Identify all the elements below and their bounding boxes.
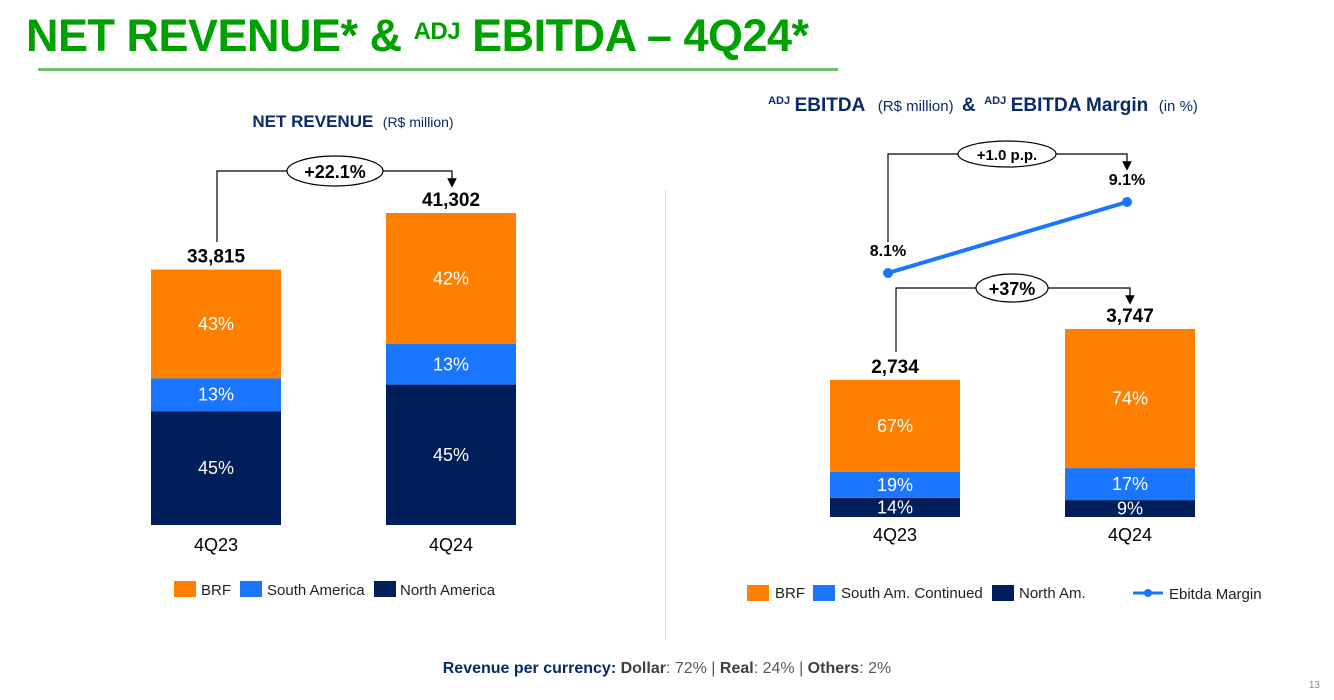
bar-total-label: 2,734 xyxy=(871,357,919,378)
legend-label-south-america: South America xyxy=(267,582,365,599)
title-underline xyxy=(38,68,838,71)
ebitda-heading-subtitle-1: (R$ million) xyxy=(878,98,954,115)
ebitda-margin-label: 9.1% xyxy=(1109,172,1145,189)
legend-swatch-brf xyxy=(747,585,769,601)
net-revenue-heading: NET REVENUE (R$ million) xyxy=(252,112,453,131)
segment-label-north-america: 45% xyxy=(433,445,469,465)
legend-swatch-brf xyxy=(174,581,196,597)
page-title: NET REVENUE* & ADJ EBITDA – 4Q24* xyxy=(26,6,809,66)
ebitda-bracket-right xyxy=(1048,287,1135,305)
segment-label-south-america: 13% xyxy=(433,354,469,374)
bar-segment-brf xyxy=(830,379,960,472)
vertical-divider xyxy=(665,190,666,640)
category-label: 4Q24 xyxy=(1108,525,1152,545)
bar-segment-north-america xyxy=(151,411,281,525)
category-label: 4Q23 xyxy=(873,525,917,545)
title-superscript: ADJ xyxy=(413,18,461,45)
legend-marker-ebitda-margin xyxy=(1144,589,1152,597)
segment-label-brf: 43% xyxy=(198,314,234,334)
ebitda-margin-point xyxy=(1122,197,1132,207)
ebitda-chart: 14%19% 67% 2,734 4Q23 9% 17% 74% 3,747 4Q24 8.1% 9… xyxy=(830,172,1195,545)
footer-dollar-key: Dollar xyxy=(620,660,666,677)
footer-others-value: : 2% xyxy=(859,660,892,677)
ebitda-heading: ADJ EBITDA (R$ million) & ADJ EBITDA Mar… xyxy=(768,91,1198,116)
legend-label-brf: BRF xyxy=(201,582,231,599)
footer-real-key: Real xyxy=(719,660,754,677)
bar-segment-north-am xyxy=(830,497,960,517)
bar-segment-south-am-continued xyxy=(830,471,960,498)
margin-bracket-right xyxy=(1056,153,1132,171)
legend-swatch-north-america xyxy=(374,581,396,597)
currency-footer: Revenue per currency: Dollar: 72% | Real… xyxy=(0,660,1334,678)
net-revenue-growth-bracket: +22.1% xyxy=(216,155,457,242)
category-label: 4Q24 xyxy=(429,535,473,555)
net-revenue-title: NET REVENUE xyxy=(252,112,373,131)
legend-label-south-am-continued: South Am. Continued xyxy=(841,585,983,602)
segment-label-north-am: 9% xyxy=(1117,499,1143,519)
segment-label-north-america: 45% xyxy=(198,458,234,478)
title-part-1: NET REVENUE* & xyxy=(26,10,414,61)
footer-dollar-value: : 72% xyxy=(665,660,707,677)
net-revenue-subtitle: (R$ million) xyxy=(383,114,454,130)
bar-segment-north-america xyxy=(386,384,516,525)
ebitda-growth-ellipse xyxy=(975,273,1049,303)
growth-ellipse xyxy=(286,155,384,187)
bar-segment-brf xyxy=(386,213,516,345)
legend-label-brf: BRF xyxy=(775,585,805,602)
ebitda-growth-bracket: +37% xyxy=(895,273,1135,352)
category-label: 4Q23 xyxy=(194,535,238,555)
page-number: 13 xyxy=(1308,680,1320,691)
bar-segment-south-am-continued xyxy=(1065,468,1195,501)
margin-bracket-left xyxy=(887,153,958,242)
margin-growth-label: +1.0 p.p. xyxy=(977,147,1037,164)
legend-label-north-america: North America xyxy=(400,582,496,599)
ebitda-heading-amp: & xyxy=(962,95,976,116)
margin-growth-ellipse xyxy=(957,140,1057,168)
ebitda-heading-sup-2: ADJ xyxy=(984,95,1006,107)
segment-label-brf: 67% xyxy=(877,416,913,436)
net-revenue-legend: BRF South America North America xyxy=(174,581,496,599)
segment-label-south-am-continued: 17% xyxy=(1112,474,1148,494)
bar-total-label: 3,747 xyxy=(1106,306,1154,327)
ebitda-heading-title-2: EBITDA Margin xyxy=(1011,95,1149,116)
ebitda-bracket-left xyxy=(895,287,976,352)
legend-swatch-north-am xyxy=(992,585,1014,601)
footer-real-value: : 24% xyxy=(753,660,795,677)
ebitda-legend: BRF South Am. Continued North Am. Ebitda… xyxy=(747,585,1262,603)
ebitda-heading-title-1: EBITDA xyxy=(795,95,866,116)
bar-total-label: 33,815 xyxy=(187,247,246,268)
bar-segment-brf xyxy=(151,269,281,379)
footer-others-key: Others xyxy=(807,660,860,677)
net-revenue-chart: 45% 13% 43% 33,815 4Q23 45% 13% 42% 41,302 4Q24 xyxy=(151,190,516,555)
growth-label: +22.1% xyxy=(304,162,366,182)
ebitda-heading-sup-1: ADJ xyxy=(768,95,790,107)
ebitda-heading-subtitle-2: (in %) xyxy=(1159,98,1198,115)
title-part-2: EBITDA – 4Q24* xyxy=(460,10,809,61)
footer-separator: | xyxy=(794,660,808,677)
ebitda-margin-label: 8.1% xyxy=(870,243,906,260)
bar-segment-south-america xyxy=(386,344,516,385)
bracket-line-right xyxy=(383,170,457,188)
ebitda-growth-label: +37% xyxy=(989,279,1036,299)
segment-label-south-america: 13% xyxy=(198,385,234,405)
margin-growth-bracket: +1.0 p.p. xyxy=(887,140,1132,242)
legend-swatch-south-am-continued xyxy=(813,585,835,601)
legend-label-north-am: North Am. xyxy=(1019,585,1086,602)
segment-label-brf: 74% xyxy=(1112,389,1148,409)
bar-segment-north-am xyxy=(1065,500,1195,517)
ebitda-margin-point xyxy=(883,268,893,278)
segment-label-south-am-continued: 19% xyxy=(877,475,913,495)
segment-label-brf: 42% xyxy=(433,269,469,289)
legend-swatch-south-america xyxy=(240,581,262,597)
footer-separator: | xyxy=(706,660,720,677)
bar-total-label: 41,302 xyxy=(422,190,480,211)
bracket-line-left xyxy=(216,170,288,242)
segment-label-north-am: 14% xyxy=(877,497,913,517)
ebitda-margin-line xyxy=(887,200,1128,275)
bar-segment-brf xyxy=(1065,329,1195,469)
bar-segment-south-america xyxy=(151,378,281,412)
footer-label: Revenue per currency: xyxy=(442,660,617,677)
legend-label-ebitda-margin: Ebitda Margin xyxy=(1169,586,1262,603)
